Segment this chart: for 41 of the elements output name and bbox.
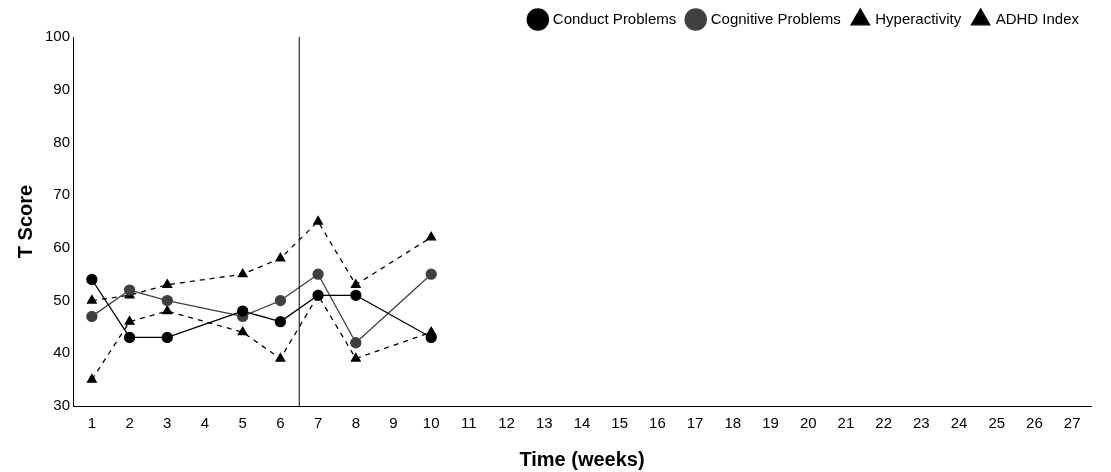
legend-label: Hyperactivity: [875, 9, 962, 27]
x-tick-label: 21: [837, 413, 855, 431]
legend-label: Conduct Problems: [552, 9, 677, 27]
x-tick-label: 2: [125, 413, 134, 431]
x-tick-label: 3: [163, 413, 172, 431]
x-tick-label: 13: [535, 413, 553, 431]
x-tick-label: 15: [611, 413, 629, 431]
y-tick-label: 50: [53, 290, 71, 308]
x-tick-label: 11: [461, 413, 477, 431]
y-tick-label: 70: [53, 185, 71, 203]
x-tick-label: 19: [762, 413, 779, 431]
y-tick-label: 80: [53, 132, 71, 150]
y-axis-title: T Score: [13, 184, 36, 259]
x-tick-label: 1: [87, 413, 97, 431]
x-tick-label: 9: [389, 413, 398, 431]
x-tick-label: 6: [276, 413, 285, 431]
x-tick-label: 22: [875, 413, 892, 431]
x-tick-label: 12: [498, 413, 515, 431]
x-tick-label: 5: [238, 413, 247, 431]
x-axis-title: Time (weeks): [519, 447, 645, 470]
y-tick-label: 100: [45, 27, 71, 45]
x-tick-label: 25: [988, 413, 1006, 431]
x-tick-label: 7: [313, 413, 323, 431]
y-tick-label: 40: [53, 343, 71, 361]
x-tick-label: 8: [351, 413, 360, 431]
y-tick-label: 60: [53, 238, 71, 255]
legend-label: Cognitive Problems: [710, 9, 841, 27]
x-tick-label: 17: [686, 413, 704, 431]
x-tick-label: 4: [200, 413, 210, 431]
x-tick-label: 16: [649, 413, 666, 431]
y-tick-label: 90: [53, 79, 71, 97]
x-tick-label: 26: [1026, 413, 1043, 431]
legend-label: ADHD Index: [995, 9, 1080, 27]
x-tick-label: 20: [799, 413, 817, 431]
x-tick-label: 10: [422, 413, 440, 431]
y-tick-label: 30: [53, 396, 71, 414]
x-tick-label: 24: [950, 413, 968, 431]
x-tick-label: 14: [573, 413, 591, 431]
x-tick-label: 27: [1063, 413, 1081, 431]
x-tick-label: 23: [913, 413, 930, 431]
x-tick-label: 18: [724, 413, 742, 431]
